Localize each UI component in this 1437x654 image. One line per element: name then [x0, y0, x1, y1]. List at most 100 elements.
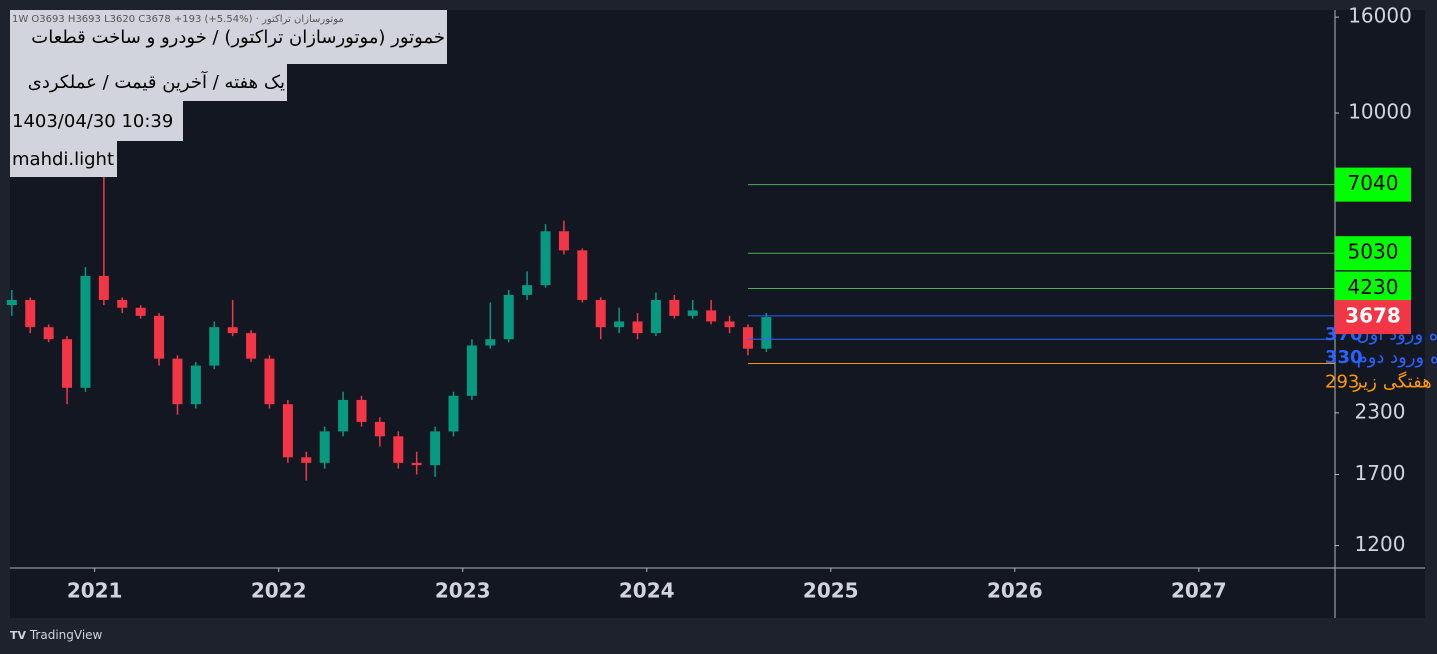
candle [135, 305, 146, 319]
level-label: 293 [1325, 371, 1359, 392]
candle-body [448, 395, 459, 432]
x-tick-label: 2022 [251, 579, 307, 603]
candle [374, 417, 385, 447]
candle-body [6, 299, 17, 306]
candle [577, 248, 588, 303]
candle [264, 355, 275, 409]
candle [742, 324, 753, 356]
candle-body [485, 339, 496, 346]
candle [154, 313, 165, 366]
y-tick-label: 1200 [1355, 532, 1406, 556]
y-tick-label: 16000 [1348, 4, 1412, 28]
candle-body [393, 436, 404, 463]
candle [503, 289, 514, 343]
candle-body [319, 431, 330, 463]
candle-body [742, 327, 753, 349]
candle [522, 271, 533, 300]
candle [558, 220, 569, 255]
candle [62, 336, 73, 405]
candle-body [246, 333, 257, 359]
candle-body [687, 310, 698, 316]
legend-datetime: 1403/04/30 10:39 [10, 101, 183, 141]
candle-body [706, 310, 717, 322]
candle [595, 297, 606, 340]
candle [724, 315, 735, 334]
level-text: محدوده ورود دوم [1357, 347, 1437, 368]
x-tick-label: 2021 [67, 579, 123, 603]
candle-body [761, 317, 772, 349]
candle-body [632, 321, 643, 334]
candle [282, 399, 293, 463]
level-badge [1335, 271, 1411, 306]
candle [411, 451, 422, 475]
candle-body [411, 462, 422, 466]
candle-body [25, 299, 36, 328]
level-text: حدضرر تثبیت دو کندل هفتگی زیر [1352, 370, 1437, 392]
source-text: TradingView [29, 628, 103, 642]
candle-body [282, 404, 293, 458]
level-badge [1335, 167, 1411, 202]
candle [669, 294, 680, 319]
candle [466, 339, 477, 400]
x-tick-label: 2024 [619, 579, 675, 603]
ohlc-line: موتورسازان تراکتور · 1W O3693 H3693 L362… [12, 14, 344, 25]
x-tick-label: 2023 [435, 579, 491, 603]
candle [540, 224, 551, 288]
candle-body [117, 299, 128, 308]
price-badge [1335, 300, 1411, 335]
candle [43, 324, 54, 343]
candle [172, 355, 183, 415]
candle-body [466, 345, 477, 396]
candle [687, 299, 698, 319]
candle-body [135, 307, 146, 316]
candle [190, 362, 201, 409]
level-annotation: محدوده ورود دوم330 [1325, 347, 1437, 368]
candle-body [614, 321, 625, 328]
candle-body [338, 399, 349, 432]
y-tick-label: 2300 [1355, 399, 1406, 423]
candle-body [190, 365, 201, 405]
level-badge [1335, 236, 1411, 271]
legend-subtitle: یک هفته / آخرین قیمت / عملکردی [10, 64, 287, 101]
candle-body [80, 275, 91, 388]
candle-body [227, 327, 238, 334]
candle-body [595, 299, 606, 328]
candle [356, 395, 367, 427]
legend-title: خموتور (موتورسازان تراکتور) / خودرو و سا… [10, 10, 447, 64]
candle [80, 267, 91, 392]
candle-body [209, 327, 220, 366]
candle-body [558, 231, 569, 251]
candle [209, 321, 220, 370]
candle [319, 426, 330, 469]
candle-body [577, 250, 588, 300]
candle [98, 174, 109, 306]
candle [227, 299, 238, 337]
level-badge-label: 4230 [1348, 275, 1399, 299]
candle-body [172, 358, 183, 405]
candle-body [43, 327, 54, 340]
candle-body [154, 315, 165, 359]
candle [117, 297, 128, 314]
candle-body [522, 285, 533, 295]
candle-body [264, 358, 275, 405]
candle [393, 431, 404, 469]
candle-body [540, 231, 551, 286]
candle-body [430, 431, 441, 466]
candle [430, 426, 441, 477]
source-logo: TV TradingView [10, 628, 103, 642]
level-badge-label: 7040 [1348, 171, 1399, 195]
level-label: 330 [1325, 347, 1363, 368]
candle [706, 299, 717, 325]
y-tick-label: 1700 [1355, 461, 1406, 485]
candle-body [98, 275, 109, 300]
level-annotation: حدضرر تثبیت دو کندل هفتگی زیر293 [1325, 370, 1437, 392]
candle [6, 289, 17, 316]
x-tick-label: 2027 [1171, 579, 1227, 603]
chart-bg [10, 10, 1425, 618]
candle-body [374, 421, 385, 437]
candle-body [724, 321, 735, 328]
y-tick-label: 10000 [1348, 100, 1412, 124]
legend-author: mahdi.light [10, 141, 117, 177]
